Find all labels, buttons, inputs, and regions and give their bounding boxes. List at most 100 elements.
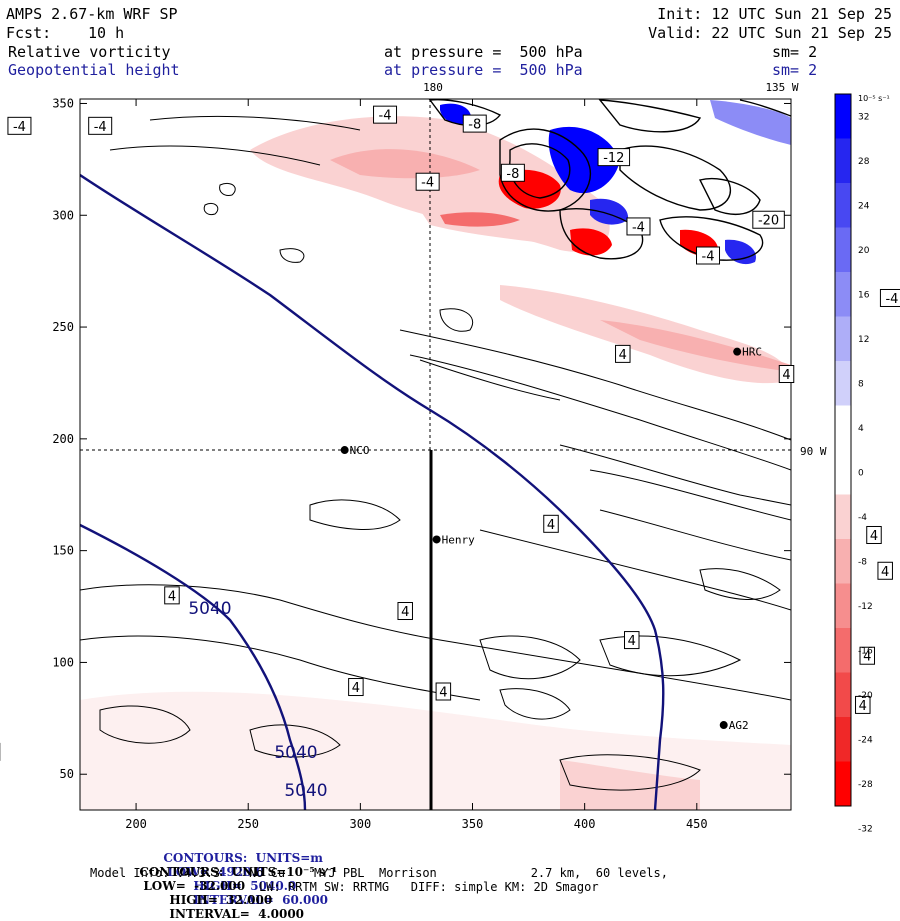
footer-vort-interval: INTERVAL= 4.0000 <box>169 907 305 921</box>
vorticity-label: -8 <box>462 114 487 133</box>
vorticity-label: -12 <box>597 148 631 167</box>
colorbar-level: -32 <box>858 824 873 834</box>
vorticity-label: 4 <box>778 365 795 384</box>
footer-vort-low: LOW= -32.000 <box>143 879 246 893</box>
field2-smooth: sm= 2 <box>772 61 818 79</box>
vorticity-label-text: -4 <box>379 109 392 124</box>
vorticity-label: 4 <box>397 602 413 621</box>
colorbar-swatch <box>835 227 851 272</box>
vorticity-label-box <box>859 646 876 665</box>
vorticity-label-text: -4 <box>13 120 26 135</box>
colorbar-level: -28 <box>858 780 873 790</box>
colorbar-level: -24 <box>858 735 873 745</box>
vorticity-label-text: 4 <box>619 348 627 363</box>
field1-level: at pressure = 500 hPa <box>384 43 583 61</box>
field2-level: at pressure = 500 hPa <box>384 61 583 79</box>
colorbar-level: -8 <box>858 557 867 567</box>
vorticity-label-box <box>88 116 113 135</box>
colorbar-swatch <box>835 494 851 539</box>
vorticity-label: -20 <box>752 210 785 229</box>
colorbar-level: 8 <box>858 379 864 389</box>
height-contours <box>80 174 665 810</box>
vorticity-label-text: -4 <box>421 176 434 191</box>
pos-vorticity-core <box>548 126 620 194</box>
colorbar-swatch <box>835 316 851 361</box>
y-tick-label: 100 <box>52 655 74 669</box>
station-henry: Henry <box>432 533 475 546</box>
station-name: NCO <box>350 444 370 457</box>
station-ag2: AG2 <box>719 719 749 732</box>
y-tick-label: 200 <box>52 432 74 446</box>
vorticity-label: 4 <box>435 682 452 701</box>
station-name: AG2 <box>729 719 749 732</box>
vorticity-label-text: 4 <box>881 565 889 580</box>
vorticity-label: 4 <box>348 678 364 697</box>
vorticity-label-text: 4 <box>859 699 867 714</box>
colorbar-swatch <box>835 628 851 673</box>
stations: NCO Henry HRC AG2 <box>340 346 762 732</box>
y-tick-label: 250 <box>52 320 74 334</box>
height-label: 5040 <box>188 599 231 619</box>
valid-time: Valid: 22 UTC Sun 21 Sep 25 <box>648 24 892 42</box>
vorticity-label-box <box>164 586 180 605</box>
vorticity-label-box <box>397 602 413 621</box>
footer-height-low: LOW= 4920.0 <box>167 865 265 879</box>
vorticity-label: 4 <box>859 646 876 665</box>
colorbar-swatch <box>835 761 851 806</box>
y-axis: 350 300 250 200 150 100 50 <box>52 96 791 781</box>
station-name: HRC <box>742 346 762 359</box>
footer-physics-info: LW: RRTM SW: RRTMG DIFF: simple KM: 2D S… <box>259 880 599 894</box>
vorticity-contours <box>80 115 791 791</box>
neg-vorticity-band <box>560 760 700 810</box>
vorticity-label-text: 4 <box>870 529 878 544</box>
footer-height-high: HIGH= 5040.0 <box>193 879 297 893</box>
height-contour-5040-south <box>80 523 307 810</box>
y-tick-label: 300 <box>52 208 74 222</box>
x-tick-label: 250 <box>237 817 259 831</box>
x-tick-label: 400 <box>574 817 596 831</box>
station-hrc: HRC <box>733 346 762 359</box>
x-tick-label: 200 <box>125 817 147 831</box>
colorbar-frame <box>834 93 852 807</box>
colorbar-swatch <box>835 717 851 762</box>
init-time: Init: 12 UTC Sun 21 Sep 25 <box>657 5 892 23</box>
model-title: AMPS 2.67-km WRF SP <box>6 5 178 23</box>
colorbar-swatch <box>835 450 851 495</box>
forecast-value: 10 h <box>88 24 125 42</box>
vorticity-label-text: -20 <box>758 214 779 229</box>
vorticity-label-text: -4 <box>632 220 645 235</box>
vorticity-label-box <box>597 148 631 167</box>
forecast-label: Fcst: <box>6 24 52 42</box>
vorticity-label-box <box>879 288 900 307</box>
vorticity-label-text: 4 <box>439 686 447 701</box>
colorbar-level: -4 <box>858 513 867 523</box>
field1-name: Relative vorticity <box>8 43 171 61</box>
neg-vorticity-band <box>440 212 520 227</box>
pos-vorticity-core <box>710 100 791 145</box>
vorticity-label-text: 4 <box>628 634 636 649</box>
vorticity-label: -4 <box>626 217 651 236</box>
vorticity-label-text: -12 <box>603 151 624 166</box>
vorticity-label-box <box>500 163 525 182</box>
colorbar-level: 20 <box>858 246 870 256</box>
field2-name: Geopotential height <box>8 61 180 79</box>
vorticity-label-text: -4 <box>702 250 715 265</box>
colorbar-level: 12 <box>858 335 869 345</box>
y-tick-label: 350 <box>52 96 74 110</box>
vorticity-label-box <box>435 682 452 701</box>
colorbar-level: -12 <box>858 602 873 612</box>
colorbar-swatch <box>835 183 851 228</box>
vorticity-label-box <box>7 116 32 135</box>
vorticity-label-box <box>373 105 398 124</box>
vorticity-label: -8 <box>500 163 525 182</box>
colorbar-swatch <box>835 405 851 450</box>
vorticity-label-text: -4 <box>885 292 898 307</box>
parallel-label-90w: 90 W <box>800 445 827 458</box>
vorticity-label-text: 4 <box>547 518 555 533</box>
vorticity-label-text: 4 <box>352 681 360 696</box>
meridian-label-180: 180 <box>423 81 443 94</box>
vorticity-label-box <box>855 695 871 714</box>
vorticity-label-box <box>348 678 364 697</box>
colorbar-level: -20 <box>858 691 873 701</box>
height-label: 5040 <box>274 743 317 763</box>
